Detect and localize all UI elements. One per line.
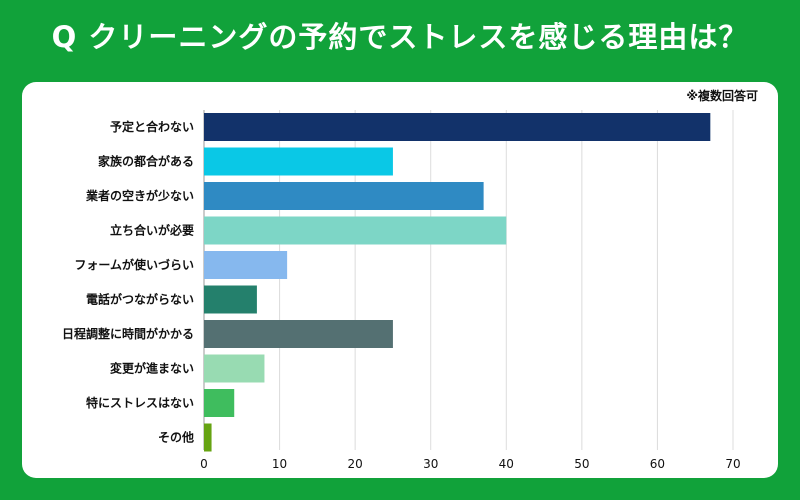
x-tick-label-30: 30 (423, 457, 438, 471)
bar-1 (204, 113, 711, 141)
bar-3 (204, 182, 484, 210)
x-tick-label-50: 50 (574, 457, 589, 471)
x-tick-label-70: 70 (725, 457, 740, 471)
category-label-4: 立ち合いが必要 (110, 223, 194, 238)
bar-9 (204, 389, 235, 417)
chart-title: Q クリーニングの予約でストレスを感じる理由は？ (51, 20, 749, 54)
bar-7 (204, 320, 393, 348)
bar-chart: 0 10 20 30 40 50 60 70 予定と合わない家族の都合がある業者の空きが少ない立… (62, 110, 741, 471)
category-label-6: 電話がつながらない (86, 292, 194, 307)
x-tick-label-40: 40 (499, 457, 514, 471)
category-label-8: 変更が進まない (110, 361, 194, 376)
multiple-answers-note: ※複数回答可 (686, 89, 758, 103)
chart-card: ※複数回答可 0 10 20 30 40 50 60 70 予定と合わない家族の都合がある業者の… (22, 82, 778, 478)
category-label-7: 日程調整に時間がかかる (62, 326, 194, 341)
bar-8 (204, 354, 265, 383)
category-label-3: 業者の空きが少ない (85, 188, 194, 203)
bar-6 (204, 285, 257, 314)
category-label-5: フォームが使いづらい (74, 257, 194, 272)
category-label-9: 特にストレスはない (86, 395, 194, 410)
x-tick-label-60: 60 (650, 457, 665, 471)
x-tick-label-0: 0 (200, 457, 208, 471)
bar-2 (204, 147, 393, 176)
category-label-2: 家族の都合がある (98, 154, 194, 169)
category-label-1: 予定と合わない (110, 119, 194, 134)
bar-4 (204, 216, 507, 245)
x-tick-label-20: 20 (348, 457, 363, 471)
bar-10 (204, 423, 212, 452)
category-label-10: その他 (158, 430, 194, 445)
bar-5 (204, 251, 288, 279)
x-tick-label-10: 10 (272, 457, 287, 471)
